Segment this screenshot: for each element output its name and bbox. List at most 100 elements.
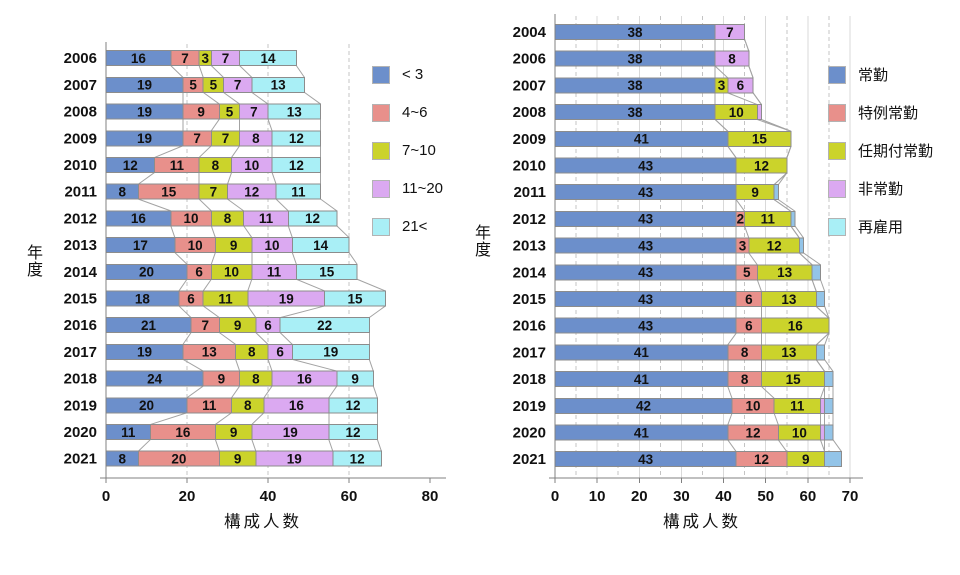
bar-value-label: 8: [248, 345, 256, 360]
y-tick-label: 2020: [64, 424, 97, 441]
y-tick-label: 2018: [513, 371, 546, 388]
flow-connector: [824, 332, 830, 346]
bar-value-label: 12: [767, 238, 782, 253]
y-tick-label: 2006: [64, 50, 97, 67]
bar-value-label: 12: [289, 158, 304, 173]
flow-connector: [198, 145, 212, 158]
flow-connector: [267, 118, 273, 131]
flow-connector: [251, 439, 257, 452]
flow-connector: [198, 65, 204, 78]
flow-connector: [778, 199, 796, 212]
bar-value-label: 9: [751, 185, 759, 200]
bar-segment: [820, 424, 826, 441]
bar-segment: [328, 397, 378, 414]
bar-segment: [773, 184, 779, 201]
bar-value-label: 13: [781, 345, 797, 360]
y-tick-label: 2017: [513, 344, 546, 361]
bar-value-label: 16: [175, 425, 191, 440]
y-tick-label: 2004: [513, 24, 547, 41]
flow-connector: [239, 65, 253, 78]
flow-connector: [186, 385, 204, 399]
bar-value-label: 10: [244, 158, 259, 173]
bar-segment: [291, 237, 350, 254]
bar-value-label: 11: [267, 265, 282, 280]
bar-value-label: 19: [283, 425, 298, 440]
x-tick-label: 40: [715, 488, 732, 505]
bar-value-label: 12: [346, 425, 361, 440]
bar-value-label: 8: [741, 372, 749, 387]
left-y-axis-title: 年度: [24, 244, 41, 278]
bar-segment: [811, 264, 821, 281]
bar-value-label: 38: [628, 51, 644, 66]
bar-value-label: 38: [628, 105, 644, 120]
flow-connector: [182, 358, 204, 372]
flow-connector: [223, 91, 240, 105]
legend-swatch: [828, 103, 846, 122]
bar-segment: [239, 50, 297, 67]
bar-value-label: 10: [729, 105, 744, 120]
flow-connector: [202, 91, 220, 105]
bar-value-label: 7: [193, 131, 201, 146]
flow-connector: [271, 172, 277, 185]
y-tick-label: 2020: [513, 424, 546, 441]
bar-value-label: 43: [638, 265, 654, 280]
bar-value-label: 7: [726, 25, 734, 40]
flow-connector: [815, 359, 826, 372]
bar-value-label: 10: [184, 211, 199, 226]
legend-item: 11~20: [372, 179, 443, 198]
bar-segment: [324, 290, 386, 307]
flow-connector: [372, 385, 378, 398]
y-tick-label: 2015: [513, 291, 546, 308]
flow-connector: [231, 145, 241, 158]
bar-segment: [756, 104, 762, 121]
bar-value-label: 14: [313, 238, 329, 253]
bar-segment: [271, 130, 322, 147]
bar-value-label: 13: [202, 345, 218, 360]
right-x-axis-title: 構成人数: [663, 513, 741, 531]
flow-connector: [777, 172, 788, 185]
bar-value-label: 16: [131, 211, 147, 226]
flow-connector: [320, 198, 338, 212]
bar-value-label: 11: [170, 158, 185, 173]
legend-swatch: [372, 103, 390, 122]
flow-connector: [150, 412, 188, 425]
flow-connector: [790, 226, 800, 239]
y-tick-label: 2007: [513, 77, 546, 94]
x-tick-label: 20: [631, 488, 648, 505]
flow-connector: [178, 278, 188, 292]
bar-value-label: 6: [745, 318, 753, 333]
bar-value-label: 21: [141, 318, 157, 333]
legend-item: 特例常勤: [828, 103, 933, 122]
flow-connector: [376, 439, 382, 452]
flow-connector: [727, 439, 737, 452]
flow-connector: [752, 92, 762, 105]
bar-value-label: 8: [244, 398, 252, 413]
bar-value-label: 6: [195, 265, 203, 280]
bar-value-label: 12: [746, 425, 761, 440]
flow-connector: [295, 65, 305, 78]
bar-segment: [815, 290, 826, 307]
flow-connector: [820, 386, 826, 399]
x-tick-label: 20: [179, 488, 196, 505]
bar-value-label: 12: [346, 398, 361, 413]
flow-connector: [368, 359, 374, 372]
legend-item: 常勤: [828, 65, 933, 84]
flow-connector: [348, 252, 358, 265]
bar-segment: [761, 317, 830, 334]
bar-value-label: 7: [181, 51, 189, 66]
flow-connector: [231, 385, 241, 399]
y-tick-label: 2017: [64, 344, 97, 361]
bar-value-label: 15: [348, 291, 364, 306]
flow-connector: [328, 385, 338, 399]
legend-swatch: [828, 65, 846, 84]
bar-value-label: 7: [210, 184, 218, 199]
y-tick-label: 2016: [513, 318, 546, 335]
y-tick-label: 2019: [513, 398, 546, 415]
flow-connector: [247, 305, 257, 318]
bar-value-label: 5: [189, 78, 197, 93]
y-tick-label: 2014: [513, 264, 547, 281]
y-tick-label: 2013: [64, 237, 97, 254]
bar-value-label: 43: [638, 212, 654, 227]
flow-connector: [178, 305, 192, 319]
legend-label: 7~10: [402, 142, 436, 159]
